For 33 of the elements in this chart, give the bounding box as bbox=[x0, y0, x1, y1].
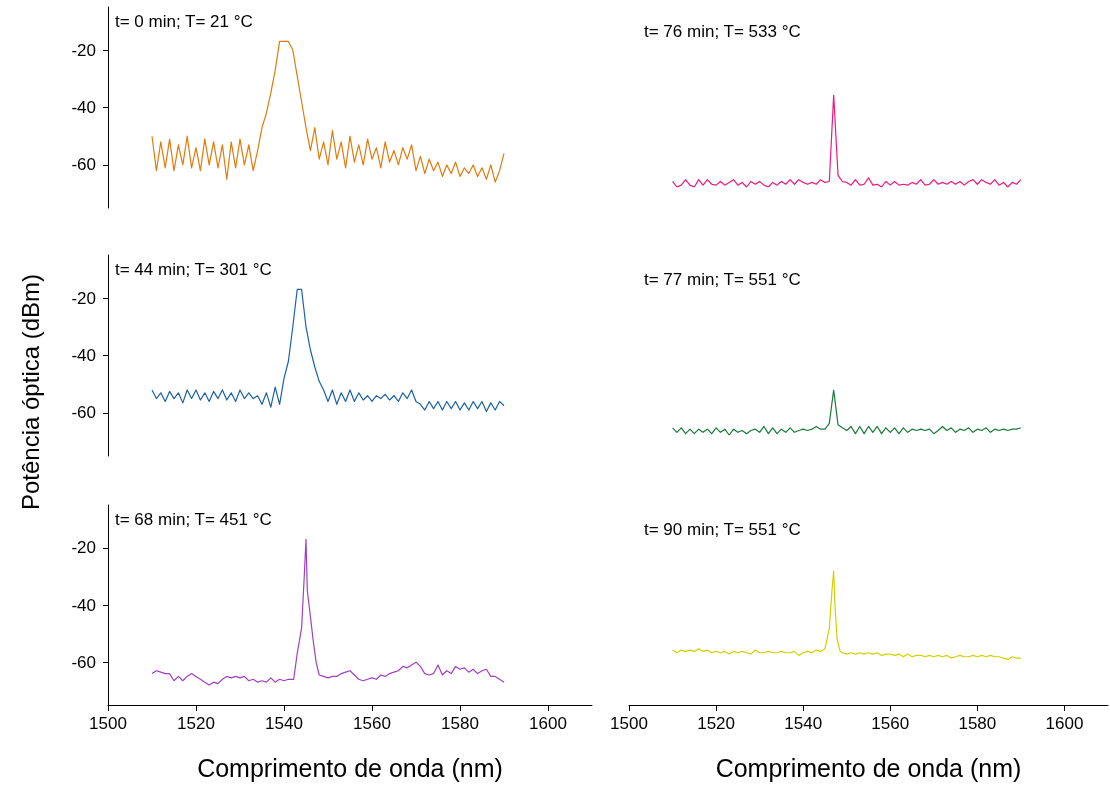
x-tick-label: 1600 bbox=[1045, 714, 1084, 733]
x-tick-label: 1580 bbox=[441, 714, 479, 733]
text: t= 77 min; T= 551 °C bbox=[644, 270, 801, 289]
y-tick-label: -20 bbox=[71, 538, 96, 558]
y-axis-title: Potência óptica (dBm) bbox=[16, 273, 44, 511]
x-tick-label: 1500 bbox=[89, 714, 127, 733]
y-tick-label: -40 bbox=[71, 595, 96, 615]
x-tick-label: 1540 bbox=[265, 714, 303, 733]
y-tick-label: -60 bbox=[71, 155, 96, 175]
y-tick-label: -20 bbox=[71, 288, 96, 308]
x-tick-label: 1560 bbox=[871, 714, 910, 733]
y-tick-label: -20 bbox=[71, 40, 96, 60]
x-tick-label: 1600 bbox=[529, 714, 567, 733]
y-tick-label: -40 bbox=[71, 346, 96, 365]
x-tick-label: 1500 bbox=[610, 714, 648, 733]
text: t= 90 min; T= 551 °C bbox=[644, 520, 801, 539]
x-tick-label: 1580 bbox=[958, 714, 997, 733]
y-tick-label: -40 bbox=[71, 98, 96, 117]
line-series bbox=[151, 40, 505, 183]
line-series bbox=[151, 288, 505, 413]
line-series bbox=[151, 538, 505, 686]
annotation: t= 68 min; T= 451 °C bbox=[115, 510, 272, 529]
annotation: t= 44 min; T= 301 °C bbox=[115, 260, 272, 279]
x-tick-label: 1520 bbox=[177, 714, 215, 733]
y-tick-label: -60 bbox=[71, 652, 96, 672]
annotation: t= 0 min; T= 21 °C bbox=[115, 12, 253, 31]
x-tick-label: 1540 bbox=[784, 714, 823, 733]
x-tick-label: 1520 bbox=[697, 714, 735, 733]
y-tick-label: -60 bbox=[71, 403, 96, 423]
x-tick-label: 1560 bbox=[353, 714, 391, 733]
x-axis-title: Comprimento de onda (nm) bbox=[197, 753, 503, 782]
x-axis-title: Comprimento de onda (nm) bbox=[715, 753, 1022, 782]
text: t= 76 min; T= 533 °C bbox=[644, 22, 801, 41]
